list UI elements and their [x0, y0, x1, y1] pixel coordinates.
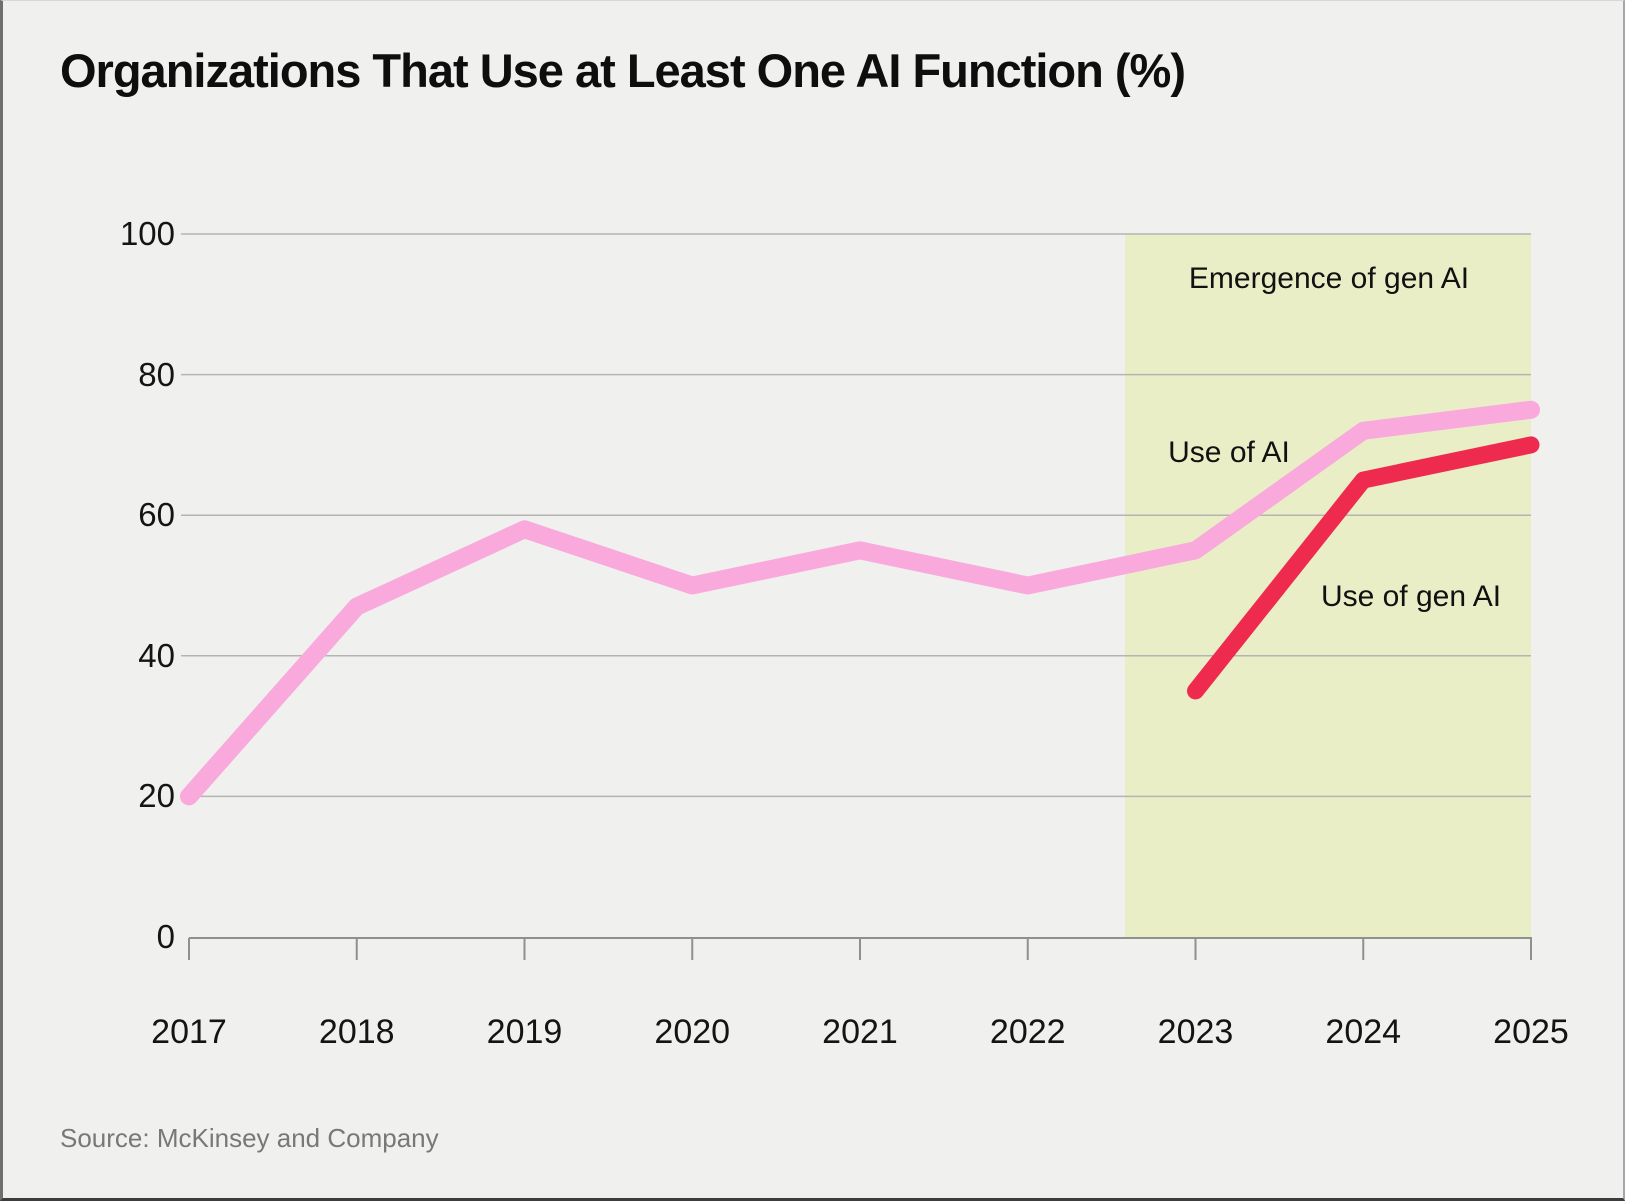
x-axis-tick-label: 2017	[151, 1013, 227, 1051]
genai-line-label: Use of gen AI	[1320, 580, 1502, 613]
y-axis-tick-label: 100	[119, 215, 175, 252]
y-axis-tick-label: 60	[138, 496, 175, 534]
x-axis-tick-label: 2022	[989, 1013, 1066, 1051]
x-axis-tick-label: 2025	[1493, 1013, 1569, 1051]
x-axis-tick-label: 2023	[1157, 1013, 1234, 1051]
y-axis-tick-label: 40	[138, 636, 175, 674]
x-axis-tick-label: 2020	[654, 1013, 731, 1051]
ai-line	[180, 400, 1540, 806]
highlight-region	[1125, 234, 1531, 938]
line-chart	[180, 233, 1540, 960]
x-axis-tick-label: 2019	[486, 1013, 563, 1051]
y-axis-tick-label: 20	[138, 777, 175, 815]
y-axis-tick-label: 80	[138, 355, 175, 393]
x-axis-tick-label: 2018	[318, 1013, 395, 1051]
region-label: Emergence of gen AI	[1188, 262, 1470, 295]
source-note: Source: McKinsey and Company	[60, 1123, 439, 1153]
x-axis-tick-label: 2021	[822, 1013, 898, 1051]
chart-title: Organizations That Use at Least One AI F…	[60, 44, 1186, 97]
genai-line	[1187, 436, 1540, 700]
x-axis-tick-label: 2024	[1325, 1013, 1402, 1051]
y-axis-tick-label: 0	[156, 918, 175, 955]
ai-line-label: Use of AI	[1168, 436, 1290, 469]
